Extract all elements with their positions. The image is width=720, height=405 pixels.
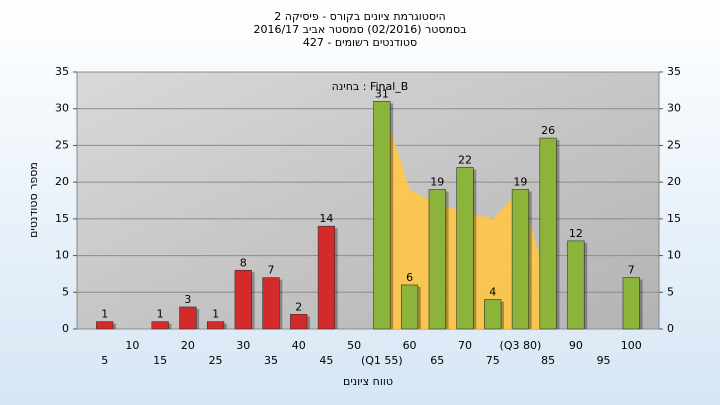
x-tick-label: (Q1 55) <box>361 354 403 367</box>
x-tick-label: 100 <box>621 339 642 352</box>
x-tick-label: 25 <box>209 354 223 367</box>
x-tick-label: 40 <box>292 339 306 352</box>
y2-tick-label: 30 <box>667 102 681 115</box>
x-tick-label: 75 <box>486 354 500 367</box>
data-label: 1 <box>157 308 164 321</box>
data-label: 1 <box>212 308 219 321</box>
y2-tick-label: 25 <box>667 138 681 151</box>
bar <box>511 189 530 330</box>
bar <box>373 101 391 330</box>
data-label: 19 <box>513 175 527 188</box>
bar-shadow <box>223 323 227 329</box>
data-label: 26 <box>541 124 555 137</box>
bar <box>456 167 474 330</box>
y-axis-label: מספר סטודנטים <box>27 162 40 238</box>
bar-shadow <box>390 103 394 329</box>
bar <box>290 314 308 330</box>
bar <box>96 321 114 330</box>
bar-shadow <box>307 316 311 329</box>
plot-area <box>76 71 660 330</box>
chart-subtitle: בסמסטר (02/2016) סמסטר אביב 2016/17 <box>253 23 466 36</box>
y2-tick-label: 20 <box>667 175 681 188</box>
y-tick-label: 10 <box>55 249 69 262</box>
bar-shadow <box>528 191 532 329</box>
x-tick-label: (Q3 80) <box>500 339 542 352</box>
x-tick-label: 65 <box>430 354 444 367</box>
bar-shadow <box>445 191 449 329</box>
y-tick-label: 0 <box>62 322 69 335</box>
bar <box>622 277 640 330</box>
annotation: בחינה : Final_B <box>332 80 409 93</box>
y2-tick-label: 35 <box>667 65 681 78</box>
y-tick-label: 20 <box>55 175 69 188</box>
x-tick-label: 90 <box>569 339 583 352</box>
data-label: 1 <box>101 308 108 321</box>
y-tick-label: 25 <box>55 138 69 151</box>
bar <box>234 269 252 330</box>
x-tick-label: 10 <box>125 339 139 352</box>
bar-shadow <box>501 301 505 329</box>
bar <box>400 284 419 330</box>
bar <box>567 240 585 330</box>
x-tick-label: 85 <box>541 354 555 367</box>
x-tick-label: 5 <box>101 354 108 367</box>
bar-shadow <box>584 242 588 329</box>
y2-tick-label: 5 <box>667 285 674 298</box>
data-label: 14 <box>319 212 333 225</box>
bar <box>179 306 197 330</box>
data-label: 3 <box>184 293 191 306</box>
bar <box>206 321 225 330</box>
bar-shadow <box>556 140 560 329</box>
x-tick-label: 35 <box>264 354 278 367</box>
bar <box>262 277 280 330</box>
y-tick-label: 30 <box>55 102 69 115</box>
bar <box>151 321 169 330</box>
data-label: 7 <box>268 264 275 277</box>
x-tick-label: 95 <box>597 354 611 367</box>
x-tick-label: 45 <box>319 354 333 367</box>
bar <box>484 299 502 330</box>
y-tick-label: 35 <box>55 65 69 78</box>
data-label: 19 <box>430 175 444 188</box>
y2-tick-label: 0 <box>667 322 674 335</box>
data-label: 8 <box>240 256 247 269</box>
bar <box>317 225 336 330</box>
bar <box>428 189 446 330</box>
chart-title: היסטוגרמת ציונים בקורס - פיסיקה 2 <box>274 10 445 23</box>
x-axis-label: טווח ציונים <box>343 375 393 388</box>
x-tick-label: 70 <box>458 339 472 352</box>
bar-shadow <box>639 279 643 329</box>
bar-shadow <box>279 279 283 329</box>
y2-tick-label: 15 <box>667 212 681 225</box>
chart-subtitle: סטודנטים רשומים - 427 <box>303 36 417 49</box>
data-label: 6 <box>406 271 413 284</box>
data-label: 12 <box>569 227 583 240</box>
y-tick-label: 15 <box>55 212 69 225</box>
bar-shadow <box>473 169 477 329</box>
x-tick-label: 15 <box>153 354 167 367</box>
bar-shadow <box>334 228 338 329</box>
data-label: 7 <box>628 264 635 277</box>
data-label: 4 <box>489 286 496 299</box>
data-label: 2 <box>295 300 302 313</box>
x-tick-label: 20 <box>181 339 195 352</box>
bar-shadow <box>251 272 255 329</box>
bar-shadow <box>113 323 117 329</box>
x-tick-label: 60 <box>403 339 417 352</box>
data-label: 31 <box>375 87 389 100</box>
bar-shadow <box>168 323 172 329</box>
y-tick-label: 5 <box>62 285 69 298</box>
bar-shadow <box>417 286 421 329</box>
bar-shadow <box>196 308 200 329</box>
data-label: 22 <box>458 153 472 166</box>
bar <box>539 137 557 330</box>
y2-tick-label: 10 <box>667 249 681 262</box>
x-tick-label: 30 <box>236 339 250 352</box>
x-tick-label: 50 <box>347 339 361 352</box>
